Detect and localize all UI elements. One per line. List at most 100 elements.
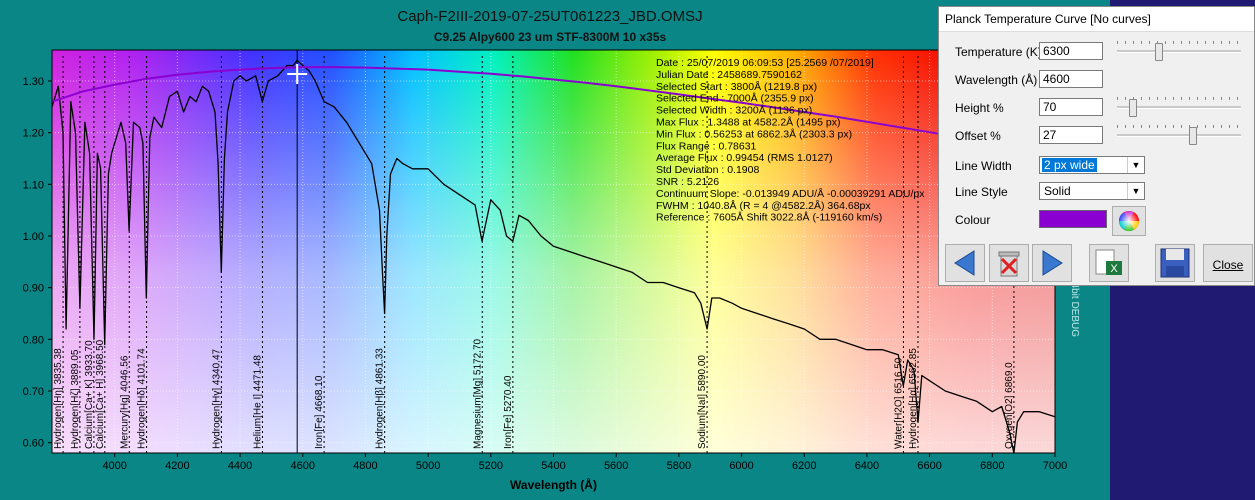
temperature-slider[interactable]	[1117, 41, 1241, 61]
offset-slider-thumb[interactable]	[1188, 127, 1197, 145]
spectrum-line	[51, 59, 1056, 454]
info-line: Continuum Slope: -0.013949 ADU/Å -0.0003…	[656, 187, 925, 200]
spectral-line-label: Helium[He I] 4471.48	[252, 355, 263, 449]
spectral-line-label: Sodium[NaI] 5890.00	[697, 355, 708, 449]
spectral-line-label: Calcium[Ca+ K] 3933.70	[84, 340, 95, 449]
spectral-line-label: Iron[Fe] 5270.40	[503, 375, 514, 449]
cursor-marker	[287, 50, 308, 453]
temperature-label: Temperature (K)	[955, 45, 1042, 59]
y-tick-label: 0.70	[23, 386, 44, 398]
svg-text:64bit DEBUG: 64bit DEBUG	[1069, 277, 1080, 337]
line-style-label: Line Style	[955, 185, 1008, 199]
x-tick-label: 7000	[1043, 460, 1067, 472]
color-wheel-icon	[1118, 210, 1140, 232]
y-tick-label: 1.30	[23, 76, 44, 88]
y-tick-label: 0.60	[23, 438, 44, 450]
wavelength-input[interactable]	[1039, 70, 1103, 88]
spectral-line-label: Mercury[Hg] 4046.56	[119, 355, 130, 449]
y-tick-label: 0.80	[23, 334, 44, 346]
info-box: Date : 25/07/2019 06:09:53 [25.2569 /07/…	[656, 57, 925, 224]
spectral-line-label: Oxygen[O2] 6869.0	[1004, 362, 1015, 449]
wavelength-label: Wavelength (Å)	[955, 73, 1038, 87]
delete-button[interactable]	[989, 244, 1029, 282]
save-button[interactable]	[1155, 244, 1195, 282]
info-line: FWHM : 1040.8Å (R = 4 @4582.2Å) 364.68px	[656, 199, 871, 212]
info-line: Selected Width : 3200Å (1136 px)	[656, 104, 812, 117]
temperature-slider-thumb[interactable]	[1155, 43, 1164, 61]
offset-input[interactable]	[1039, 126, 1103, 144]
x-tick-label: 4600	[291, 460, 315, 472]
line-width-select[interactable]: 2 px wide ▼	[1039, 156, 1145, 174]
spectral-line-label: Hydrogen[Hδ] 4101.74	[137, 348, 148, 449]
x-tick-label: 5600	[604, 460, 628, 472]
arrow-left-icon	[954, 250, 975, 276]
info-line: Flux Range : 0.78631	[656, 140, 757, 152]
color-picker-button[interactable]	[1112, 206, 1146, 236]
y-tick-label: 1.00	[23, 231, 44, 243]
info-line: Date : 25/07/2019 06:09:53 [25.2569 /07/…	[656, 57, 874, 69]
colour-label: Colour	[955, 213, 991, 227]
previous-button[interactable]	[945, 244, 985, 282]
x-tick-label: 5800	[667, 460, 691, 472]
line-width-value: 2 px wide	[1042, 158, 1097, 172]
line-style-value: Solid	[1044, 184, 1071, 198]
axes: 4000 4200 4400 4600 4800 5000 5200 5400 5600 5800…	[23, 76, 1068, 492]
x-tick-label: 6600	[917, 460, 941, 472]
temperature-input[interactable]	[1039, 42, 1103, 60]
height-slider-thumb[interactable]	[1128, 99, 1137, 117]
line-style-select[interactable]: Solid ▼	[1039, 182, 1145, 200]
x-axis-label: Wavelength (Å)	[510, 477, 597, 492]
x-tick-label: 5200	[479, 460, 503, 472]
line-width-label: Line Width	[955, 159, 1012, 173]
colour-swatch[interactable]	[1039, 210, 1107, 228]
chevron-down-icon[interactable]: ▼	[1127, 157, 1144, 173]
height-input[interactable]	[1039, 98, 1103, 116]
info-line: Reference : 7605Å Shift 3022.8Å (-119160…	[656, 211, 882, 224]
debug-label: 64bit DEBUG	[1069, 277, 1080, 337]
chevron-down-icon[interactable]: ▼	[1127, 183, 1144, 199]
spectral-line-label: Calcium[Ca+ H] 3968.50	[95, 339, 106, 449]
x-tick-label: 4000	[102, 460, 126, 472]
info-line: Max Flux : 1.3488 at 4582.2Å (1495 px)	[656, 116, 840, 129]
x-tick-label: 6000	[729, 460, 753, 472]
info-line: Selected Start : 3800Å (1219.8 px)	[656, 80, 817, 93]
spectral-line-label: Magnesium[Mg] 5172.70	[472, 338, 483, 449]
spectral-line-label: Iron[Fe] 4668.10	[314, 375, 325, 449]
y-tick-label: 1.20	[23, 128, 44, 140]
spectrum-chart[interactable]: Hydrogen[Hη] 3835.38 Hydrogen[Hζ] 3889.05…	[0, 0, 1110, 500]
x-tick-label: 4200	[165, 460, 189, 472]
spectral-line-label: Water[H2O] 6516.50	[893, 357, 904, 449]
arrow-right-icon	[1042, 250, 1063, 276]
spectral-line-labels: Hydrogen[Hη] 3835.38 Hydrogen[Hζ] 3889.05…	[53, 56, 1015, 453]
x-tick-label: 6400	[855, 460, 879, 472]
export-excel-icon: X	[1095, 249, 1122, 275]
info-line: Average Flux : 0.99454 (RMS 1.0127)	[656, 152, 833, 164]
spectral-line-label: Hydrogen[Hα] 6562.85	[908, 348, 919, 449]
info-line: Std Deviation : 0.1908	[656, 164, 759, 176]
info-line: Julian Date : 2458689.7590162	[656, 69, 802, 81]
spectral-line-label: Hydrogen[Hγ] 4340.47	[211, 348, 222, 449]
chart-title: Caph-F2III-2019-07-25UT061223_JBD.OMSJ	[397, 8, 703, 25]
info-line: SNR : 5.2126	[656, 176, 719, 188]
height-slider[interactable]	[1117, 97, 1241, 117]
height-label: Height %	[955, 101, 1004, 115]
x-tick-label: 6800	[980, 460, 1004, 472]
series-group	[51, 59, 1056, 454]
planck-curve	[51, 66, 1056, 155]
close-button[interactable]: Close	[1203, 244, 1253, 282]
svg-text:X: X	[1110, 263, 1118, 275]
x-tick-label: 6200	[792, 460, 816, 472]
spectral-line-label: Hydrogen[Hβ] 4861.33	[375, 348, 386, 449]
x-tick-label: 4400	[228, 460, 252, 472]
x-tick-label: 5400	[541, 460, 565, 472]
next-button[interactable]	[1032, 244, 1072, 282]
offset-slider[interactable]	[1117, 125, 1241, 145]
export-button[interactable]: X	[1089, 244, 1129, 282]
chart-subtitle: C9.25 Alpy600 23 um STF-8300M 10 x35s	[433, 30, 667, 44]
delete-icon	[998, 251, 1020, 277]
x-tick-label: 5000	[416, 460, 440, 472]
y-tick-label: 1.10	[23, 179, 44, 191]
spectral-line-label: Hydrogen[Hζ] 3889.05	[70, 349, 81, 449]
save-icon	[1160, 248, 1190, 278]
spectral-line-label: Hydrogen[Hη] 3835.38	[53, 348, 64, 449]
